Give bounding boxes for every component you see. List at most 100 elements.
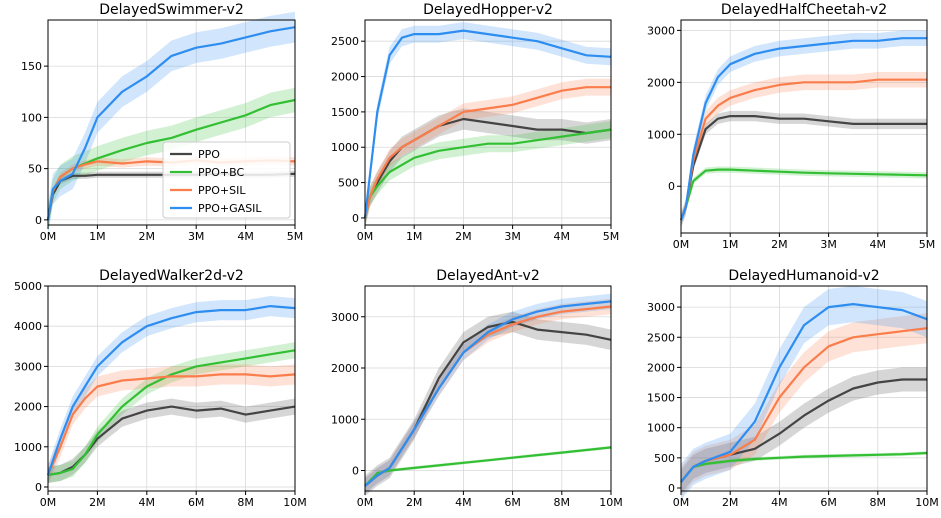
plot-frame — [680, 285, 928, 492]
x-tick-label: 3M — [820, 238, 837, 251]
x-tick-label: 6M — [504, 496, 521, 509]
y-tick-label: 100 — [21, 111, 42, 124]
series-line-ppo — [47, 405, 296, 476]
series-line-ppo-bc — [364, 446, 612, 487]
x-tick-label: 5M — [919, 238, 936, 251]
series-line-ppo — [363, 117, 612, 219]
series-line-ppo-gasil — [46, 26, 296, 221]
y-tick-label: 1500 — [331, 106, 359, 119]
x-tick-label: 8M — [554, 496, 571, 509]
x-tick-label: 2M — [722, 496, 739, 509]
series-line-ppo-bc — [363, 128, 612, 219]
y-tick-label: 2500 — [331, 35, 359, 48]
y-tick-label: 0 — [668, 180, 675, 193]
series-line-ppo-gasil — [46, 305, 296, 476]
y-tick-label: 2000 — [331, 362, 359, 375]
series-line-ppo-gasil — [363, 29, 612, 219]
x-tick-label: 5M — [603, 230, 620, 243]
y-tick-label: 2000 — [14, 401, 42, 414]
y-tick-label: 5000 — [14, 280, 42, 293]
y-tick-label: 4000 — [14, 320, 42, 333]
chart-panel-3: 0M 2M 4M 6M 8M 10M 0 1000 2000 3000 4000 5000 Delaye… — [14, 268, 307, 509]
y-tick-label: 3000 — [647, 24, 675, 37]
y-tick-label: 0 — [352, 465, 359, 478]
legend-label: PPO+BC — [198, 166, 244, 179]
plot-frame — [47, 19, 296, 226]
series-band-ppo — [681, 110, 927, 226]
y-tick-label: 1500 — [647, 392, 675, 405]
x-tick-label: 2M — [406, 496, 423, 509]
chart-panel-5: 0M 2M 4M 6M 8M 10M 0 500 1000 1500 2000 2500 3000 Del… — [647, 268, 939, 509]
x-tick-label: 8M — [870, 496, 887, 509]
series-line-ppo-bc — [679, 168, 928, 221]
series-band-ppo-sil — [365, 298, 611, 494]
series-line-ppo-bc — [680, 451, 928, 483]
x-tick-label: 0M — [357, 230, 374, 243]
x-tick-label: 4M — [139, 496, 156, 509]
x-tick-label: 2M — [139, 230, 156, 243]
x-tick-label: 2M — [455, 230, 472, 243]
x-tick-label: 0M — [40, 496, 57, 509]
y-tick-label: 500 — [338, 177, 359, 190]
x-tick-label: 0M — [40, 230, 57, 243]
y-tick-label: 1000 — [331, 141, 359, 154]
chart-panel-2: 0M 1M 2M 3M 4M 5M 0 1000 2000 3000 DelayedHalfChee… — [647, 2, 935, 251]
legend-label: PPO+SIL — [198, 184, 246, 197]
series-line-ppo-sil — [679, 78, 927, 221]
x-tick-label: 0M — [673, 238, 690, 251]
series-band-ppo-bc — [48, 87, 295, 233]
chart-title: DelayedHopper-v2 — [423, 2, 553, 18]
y-tick-label: 150 — [21, 60, 42, 73]
series-band-ppo-gasil — [48, 296, 295, 485]
chart-panel-1: 0M 1M 2M 3M 4M 5M 0 500 1000 1500 2000 2500 DelayedH… — [331, 2, 619, 243]
x-tick-label: 1M — [722, 238, 739, 251]
x-tick-label: 4M — [870, 238, 887, 251]
x-tick-label: 5M — [287, 230, 304, 243]
x-tick-label: 10M — [283, 496, 307, 509]
series-line-ppo — [679, 114, 927, 221]
series-band-ppo — [365, 311, 611, 497]
x-tick-label: 4M — [771, 496, 788, 509]
y-tick-label: 2000 — [331, 71, 359, 84]
series-line-ppo-bc — [47, 349, 296, 476]
x-tick-label: 10M — [599, 496, 623, 509]
legend-label: PPO+GASIL — [198, 202, 262, 215]
x-tick-label: 0M — [357, 496, 374, 509]
y-tick-label: 1000 — [331, 413, 359, 426]
plot-frame — [47, 285, 296, 492]
y-tick-label: 0 — [668, 482, 675, 495]
series-line-ppo-gasil — [679, 37, 927, 221]
x-tick-label: 1M — [89, 230, 106, 243]
legend: PPO PPO+BC PPO+SIL PPO+GASIL — [162, 141, 291, 219]
x-tick-label: 4M — [237, 230, 254, 243]
series-band-ppo-sil — [681, 72, 927, 228]
x-tick-label: 2M — [771, 238, 788, 251]
chart-title: DelayedSwimmer-v2 — [99, 2, 244, 18]
series-band-ppo-bc — [365, 121, 611, 227]
x-tick-label: 6M — [820, 496, 837, 509]
x-tick-label: 2M — [89, 496, 106, 509]
chart-title: DelayedAnt-v2 — [436, 268, 539, 284]
series-band-ppo-sil — [365, 78, 611, 227]
series-line-ppo-sil — [363, 86, 611, 219]
y-tick-label: 50 — [28, 163, 42, 176]
x-tick-label: 4M — [554, 230, 571, 243]
y-tick-label: 1000 — [647, 422, 675, 435]
y-tick-label: 3000 — [14, 360, 42, 373]
y-tick-label: 3000 — [331, 311, 359, 324]
plot-frame — [364, 19, 612, 226]
y-tick-label: 2000 — [647, 76, 675, 89]
x-tick-label: 1M — [406, 230, 423, 243]
series-line-ppo-gasil — [680, 303, 928, 483]
x-tick-label: 6M — [188, 496, 205, 509]
y-tick-label: 2000 — [647, 361, 675, 374]
series-line-ppo-gasil — [364, 300, 612, 487]
x-tick-label: 3M — [188, 230, 205, 243]
series-line-ppo-sil — [46, 373, 296, 476]
series-band-ppo — [48, 398, 295, 483]
chart-title: DelayedHumanoid-v2 — [728, 268, 879, 284]
y-tick-label: 0 — [352, 212, 359, 225]
y-tick-label: 1000 — [647, 128, 675, 141]
y-tick-label: 500 — [654, 452, 675, 465]
